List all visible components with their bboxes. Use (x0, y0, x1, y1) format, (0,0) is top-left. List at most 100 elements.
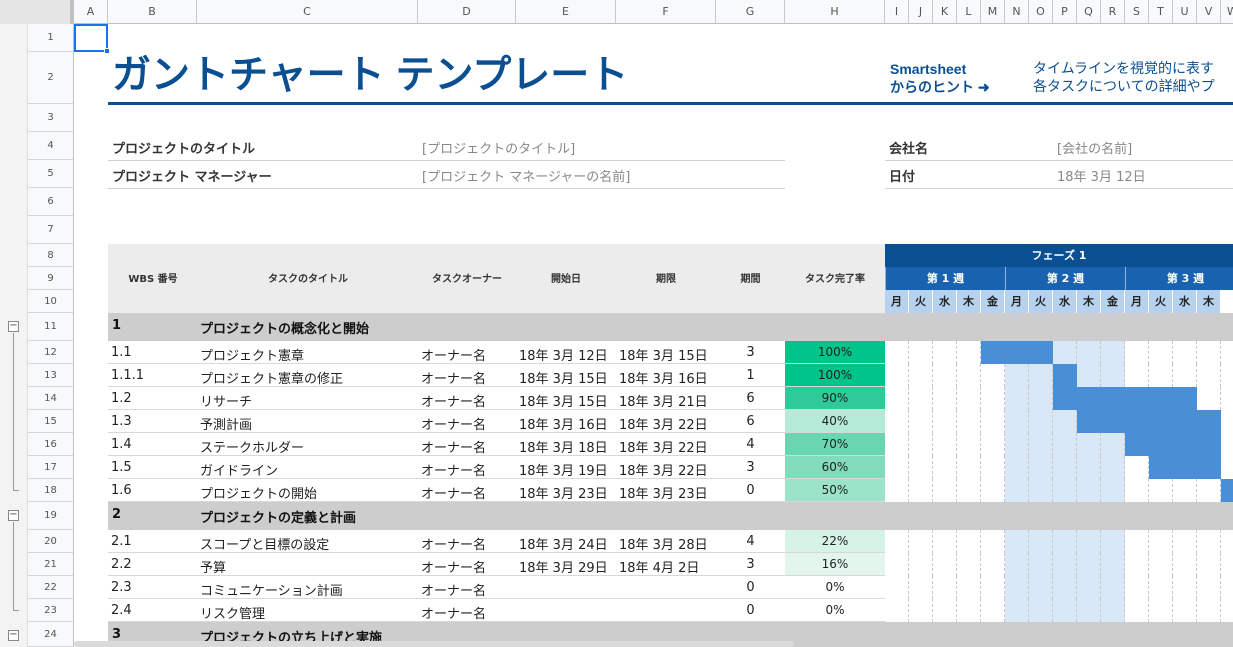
wbs-cell[interactable]: 1.1 (111, 345, 132, 360)
column-header-h[interactable]: H (785, 0, 885, 24)
due-cell[interactable]: 18年 3月 21日 (619, 395, 708, 410)
gantt-cell[interactable] (1149, 364, 1173, 387)
gantt-cell[interactable] (1005, 410, 1029, 433)
gantt-cell[interactable] (1005, 433, 1029, 456)
phase-header[interactable]: フェーズ 1 (885, 244, 1233, 267)
gantt-cell[interactable] (1077, 530, 1101, 553)
header-pct[interactable]: タスク完了率 (805, 274, 865, 285)
duration-cell[interactable]: 3 (746, 557, 755, 572)
owner-cell[interactable]: オーナー名 (421, 464, 487, 479)
gantt-cell[interactable] (957, 341, 981, 364)
gantt-cell[interactable] (1221, 410, 1233, 433)
header-duration[interactable]: 期間 (740, 274, 761, 285)
gantt-cell[interactable] (885, 530, 909, 553)
row-header-4[interactable]: 4 (28, 132, 74, 160)
gantt-cell[interactable] (1005, 576, 1029, 599)
pct-cell[interactable]: 100% (785, 341, 885, 364)
row-header-12[interactable]: 12 (28, 341, 74, 364)
gantt-cell[interactable] (1053, 341, 1077, 364)
row-header-10[interactable]: 10 (28, 290, 74, 313)
gantt-cell[interactable] (1005, 456, 1029, 479)
task-cell[interactable]: プロジェクト憲章 (200, 349, 305, 364)
column-header-t[interactable]: T (1149, 0, 1173, 24)
wbs-cell[interactable]: 2.2 (111, 557, 132, 572)
gantt-cell[interactable] (981, 364, 1005, 387)
gantt-cell[interactable] (957, 456, 981, 479)
row-header-17[interactable]: 17 (28, 456, 74, 479)
task-cell[interactable]: 予算 (200, 561, 227, 576)
week-header[interactable]: 第 1 週 (885, 267, 1005, 290)
due-cell[interactable]: 18年 4月 2日 (619, 561, 700, 576)
start-cell[interactable]: 18年 3月 16日 (519, 418, 608, 433)
gantt-cell[interactable] (885, 479, 909, 502)
header-wbs[interactable]: WBS 番号 (128, 274, 178, 285)
column-header-g[interactable]: G (716, 0, 785, 24)
gantt-cell[interactable] (957, 364, 981, 387)
week-header[interactable]: 第 2 週 (1005, 267, 1125, 290)
gantt-cell[interactable] (981, 410, 1005, 433)
gantt-cell[interactable] (1173, 599, 1197, 622)
owner-cell[interactable]: オーナー名 (421, 538, 487, 553)
column-header-w[interactable]: W (1221, 0, 1233, 24)
column-header-i[interactable]: I (885, 0, 909, 24)
start-cell[interactable]: 18年 3月 18日 (519, 441, 608, 456)
gantt-cell[interactable] (1077, 433, 1101, 456)
gantt-cell[interactable] (957, 479, 981, 502)
row-header-23[interactable]: 23 (28, 599, 74, 622)
gantt-cell[interactable] (1053, 479, 1077, 502)
select-all-corner[interactable] (0, 0, 74, 24)
gantt-cell[interactable] (933, 341, 957, 364)
task-cell[interactable]: リスク管理 (200, 607, 266, 622)
gantt-cell[interactable] (933, 553, 957, 576)
owner-cell[interactable]: オーナー名 (421, 607, 487, 622)
gantt-cell[interactable] (957, 599, 981, 622)
group-title[interactable]: プロジェクトの概念化と開始 (200, 322, 370, 337)
gantt-cell[interactable] (909, 599, 933, 622)
start-cell[interactable]: 18年 3月 12日 (519, 349, 608, 364)
row-header-6[interactable]: 6 (28, 188, 74, 216)
gantt-cell[interactable] (933, 433, 957, 456)
gantt-cell[interactable] (1197, 341, 1221, 364)
gantt-cell[interactable] (1077, 341, 1101, 364)
column-header-c[interactable]: C (197, 0, 418, 24)
due-cell[interactable]: 18年 3月 15日 (619, 349, 708, 364)
row-header-2[interactable]: 2 (28, 52, 74, 104)
column-header-j[interactable]: J (909, 0, 933, 24)
header-task[interactable]: タスクのタイトル (268, 274, 348, 285)
task-cell[interactable]: ステークホルダー (200, 441, 305, 456)
duration-cell[interactable]: 0 (746, 603, 755, 618)
gantt-cell[interactable] (909, 387, 933, 410)
start-cell[interactable]: 18年 3月 15日 (519, 372, 608, 387)
gantt-cell[interactable] (981, 433, 1005, 456)
row-header-9[interactable]: 9 (28, 267, 74, 290)
gantt-cell[interactable] (957, 530, 981, 553)
row-header-15[interactable]: 15 (28, 410, 74, 433)
gantt-cell[interactable] (1221, 364, 1233, 387)
gantt-cell[interactable] (957, 576, 981, 599)
gantt-cell[interactable] (981, 599, 1005, 622)
gantt-cell[interactable] (1077, 599, 1101, 622)
column-header-a[interactable]: A (74, 0, 108, 24)
owner-cell[interactable]: オーナー名 (421, 584, 487, 599)
gantt-cell[interactable] (1005, 387, 1029, 410)
column-header-s[interactable]: S (1125, 0, 1149, 24)
gantt-cell[interactable] (1029, 553, 1053, 576)
wbs-cell[interactable]: 1.4 (111, 437, 132, 452)
week-header[interactable]: 第 3 週 (1125, 267, 1233, 290)
gantt-cell[interactable] (1101, 553, 1125, 576)
task-cell[interactable]: プロジェクトの開始 (200, 487, 318, 502)
column-header-v[interactable]: V (1197, 0, 1221, 24)
gantt-cell[interactable] (1005, 553, 1029, 576)
gantt-bar[interactable] (1221, 479, 1233, 502)
gantt-cell[interactable] (1125, 364, 1149, 387)
gantt-cell[interactable] (885, 576, 909, 599)
column-header-k[interactable]: K (933, 0, 957, 24)
gantt-cell[interactable] (1101, 479, 1125, 502)
gantt-cell[interactable] (1029, 530, 1053, 553)
gantt-cell[interactable] (1173, 553, 1197, 576)
gantt-cell[interactable] (909, 553, 933, 576)
gantt-cell[interactable] (909, 410, 933, 433)
horizontal-scrollbar[interactable] (74, 641, 794, 647)
owner-cell[interactable]: オーナー名 (421, 349, 487, 364)
gantt-cell[interactable] (1149, 553, 1173, 576)
